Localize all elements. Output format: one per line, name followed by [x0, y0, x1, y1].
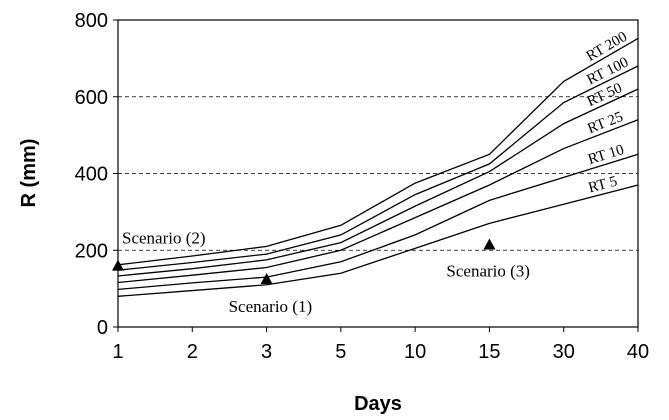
gridlines — [118, 96, 638, 251]
series-line-rt-25 — [117, 119, 639, 284]
annotation-scenario-2: Scenario (2) — [122, 229, 206, 248]
y-tick-label-600: 600 — [75, 87, 108, 109]
x-tick-label-5: 5 — [335, 341, 346, 363]
y-tick-label-200: 200 — [75, 240, 108, 262]
x-tick-label-10: 10 — [404, 341, 426, 363]
series-line-rt-50 — [117, 88, 639, 277]
x-tick-label-1: 1 — [112, 341, 123, 363]
series-lines — [117, 37, 639, 297]
series-line-rt-5 — [117, 184, 639, 297]
marker-scenario-1 — [260, 273, 273, 285]
y-axis-ticks: 0 200 400 600 800 — [75, 10, 118, 339]
series-label-rt-5: RT 5 — [587, 174, 619, 197]
x-tick-label-40: 40 — [627, 341, 649, 363]
marker-scenario-3 — [483, 238, 496, 250]
y-tick-label-800: 800 — [75, 10, 108, 32]
series-line-rt-200 — [117, 37, 639, 266]
x-axis-title: Days — [354, 393, 402, 415]
annotation-scenario-3: Scenario (3) — [446, 261, 530, 280]
x-tick-label-3: 3 — [261, 341, 272, 363]
x-axis-ticks: 1 2 3 5 10 15 30 40 — [112, 327, 649, 363]
y-axis-title: R (mm) — [18, 139, 40, 208]
y-tick-label-400: 400 — [75, 164, 108, 186]
x-tick-label-30: 30 — [553, 341, 575, 363]
y-tick-label-0: 0 — [97, 317, 108, 339]
series-line-rt-100 — [117, 65, 639, 271]
x-tick-label-2: 2 — [187, 341, 198, 363]
scenario-markers: Scenario (1) Scenario (2) Scenario (3) — [112, 229, 530, 316]
series-line-rt-10 — [117, 153, 639, 291]
x-tick-label-15: 15 — [478, 341, 500, 363]
annotation-scenario-1: Scenario (1) — [229, 297, 313, 316]
